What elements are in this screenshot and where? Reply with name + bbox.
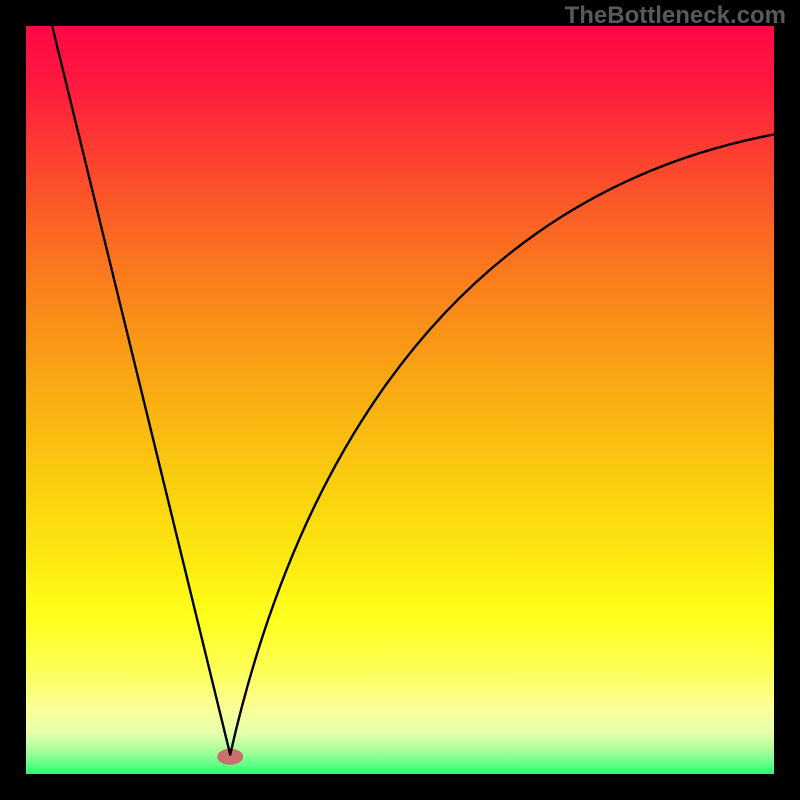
gradient-background [26, 26, 774, 774]
chart-frame: TheBottleneck.com [0, 0, 800, 800]
watermark-text: TheBottleneck.com [565, 2, 786, 30]
gradient-chart-svg [26, 26, 774, 774]
plot-area [26, 26, 774, 774]
